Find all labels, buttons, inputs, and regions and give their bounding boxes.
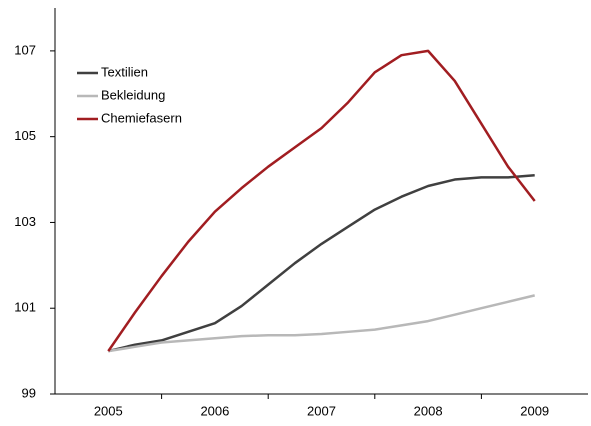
- y-tick-label: 99: [22, 385, 36, 400]
- x-tick-label: 2008: [414, 403, 443, 418]
- line-series: [108, 294, 535, 353]
- x-tick-label: 2006: [200, 403, 229, 418]
- x-tick-label: 2009: [520, 403, 549, 418]
- y-tick-label: 107: [14, 42, 36, 57]
- legend-label: Textilien: [101, 64, 148, 79]
- y-tick-label: 101: [14, 300, 36, 315]
- line-series: [107, 49, 536, 352]
- y-tick-label: 103: [14, 214, 36, 229]
- x-tick-label: 2005: [94, 403, 123, 418]
- line-series: [108, 174, 535, 353]
- legend-label: Chemiefasern: [101, 110, 182, 125]
- y-tick-label: 105: [14, 128, 36, 143]
- legend-label: Bekleidung: [101, 87, 165, 102]
- x-tick-label: 2007: [307, 403, 336, 418]
